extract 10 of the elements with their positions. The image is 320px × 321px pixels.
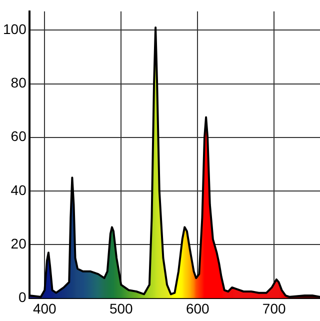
y-tick-label: 60	[10, 128, 27, 144]
x-tick-label: 400	[32, 300, 57, 316]
x-tick-label: 600	[186, 300, 210, 316]
y-tick-label: 0	[18, 289, 27, 306]
y-tick-label: 20	[10, 235, 27, 252]
y-tick-label: 80	[10, 74, 27, 91]
x-tick-label: 500	[109, 300, 134, 316]
y-tick-label: 100	[3, 21, 27, 38]
y-tick-label: 40	[10, 182, 27, 198]
x-tick-label: 700	[262, 300, 286, 316]
